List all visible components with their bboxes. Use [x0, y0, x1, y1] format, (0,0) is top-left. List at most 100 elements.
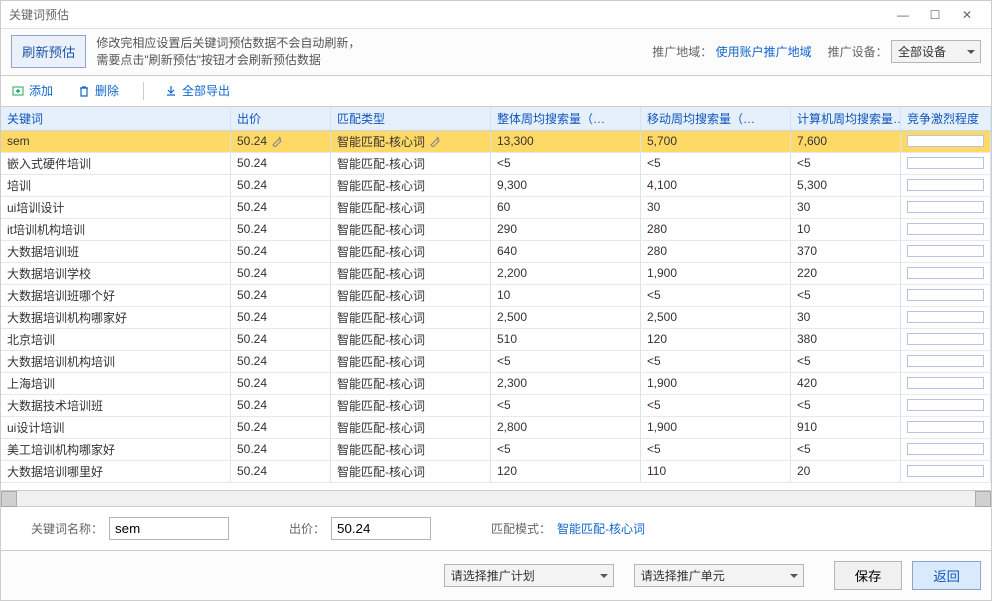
table-row[interactable]: 大数据培训班50.24智能匹配-核心词640280370	[1, 241, 991, 263]
competition-bar	[907, 399, 984, 411]
table-row[interactable]: ui培训设计50.24智能匹配-核心词603030	[1, 197, 991, 219]
cell-competition	[901, 439, 991, 460]
cell-pc: 10	[791, 219, 901, 240]
minimize-icon[interactable]: —	[887, 8, 919, 22]
competition-bar	[907, 311, 984, 323]
col-bid[interactable]: 出价	[231, 107, 331, 130]
back-button[interactable]: 返回	[912, 561, 981, 590]
note-line2: 需要点击"刷新预估"按钮才会刷新预估数据	[96, 52, 652, 69]
cell-keyword: 大数据培训班哪个好	[1, 285, 231, 306]
keyword-input[interactable]	[109, 517, 229, 540]
col-mobile[interactable]: 移动周均搜索量（…	[641, 107, 791, 130]
cell-bid: 50.24	[231, 373, 331, 394]
device-select[interactable]: 全部设备	[891, 40, 981, 63]
col-pc[interactable]: 计算机周均搜索量…	[791, 107, 901, 130]
competition-bar	[907, 135, 984, 147]
cell-bid: 50.24	[231, 241, 331, 262]
cell-total: <5	[491, 439, 641, 460]
table-row[interactable]: 大数据培训机构培训50.24智能匹配-核心词<5<5<5	[1, 351, 991, 373]
toolbar-divider	[143, 82, 144, 100]
delete-button[interactable]: 删除	[77, 82, 119, 99]
cell-competition	[901, 197, 991, 218]
edit-icon[interactable]	[271, 135, 283, 147]
cell-bid: 50.24	[231, 351, 331, 372]
cell-bid: 50.24	[231, 439, 331, 460]
cell-total: 2,800	[491, 417, 641, 438]
cell-pc: 220	[791, 263, 901, 284]
cell-total: <5	[491, 395, 641, 416]
cell-bid: 50.24	[231, 329, 331, 350]
save-button[interactable]: 保存	[834, 561, 903, 590]
cell-mobile: 2,500	[641, 307, 791, 328]
table-row[interactable]: 大数据培训学校50.24智能匹配-核心词2,2001,900220	[1, 263, 991, 285]
table-row[interactable]: 大数据培训班哪个好50.24智能匹配-核心词10<5<5	[1, 285, 991, 307]
cell-mobile: 5,700	[641, 131, 791, 152]
table-row[interactable]: ui设计培训50.24智能匹配-核心词2,8001,900910	[1, 417, 991, 439]
cell-keyword: 大数据培训班	[1, 241, 231, 262]
cell-match: 智能匹配-核心词	[331, 285, 491, 306]
horizontal-scrollbar[interactable]	[1, 491, 991, 507]
cell-pc: 380	[791, 329, 901, 350]
cell-total: <5	[491, 351, 641, 372]
cell-total: 510	[491, 329, 641, 350]
cell-pc: 370	[791, 241, 901, 262]
col-competition[interactable]: 竞争激烈程度	[901, 107, 991, 130]
bid-input[interactable]	[331, 517, 431, 540]
cell-competition	[901, 395, 991, 416]
scroll-right-icon[interactable]	[975, 491, 991, 507]
cell-competition	[901, 417, 991, 438]
cell-total: 13,300	[491, 131, 641, 152]
cell-match: 智能匹配-核心词	[331, 153, 491, 174]
plus-icon	[11, 84, 25, 98]
export-label: 全部导出	[182, 82, 230, 99]
cell-competition	[901, 351, 991, 372]
close-icon[interactable]: ✕	[951, 8, 983, 22]
cell-mobile: <5	[641, 285, 791, 306]
cell-mobile: 110	[641, 461, 791, 482]
table-row[interactable]: 大数据培训机构哪家好50.24智能匹配-核心词2,5002,50030	[1, 307, 991, 329]
cell-mobile: 30	[641, 197, 791, 218]
note-line1: 修改完相应设置后关键词预估数据不会自动刷新，	[96, 35, 652, 52]
col-keyword[interactable]: 关键词	[1, 107, 231, 130]
table-row[interactable]: 嵌入式硬件培训50.24智能匹配-核心词<5<5<5	[1, 153, 991, 175]
cell-competition	[901, 131, 991, 152]
cell-mobile: <5	[641, 351, 791, 372]
table-row[interactable]: 北京培训50.24智能匹配-核心词510120380	[1, 329, 991, 351]
top-bar: 刷新预估 修改完相应设置后关键词预估数据不会自动刷新， 需要点击"刷新预估"按钮…	[1, 29, 991, 76]
refresh-button[interactable]: 刷新预估	[11, 35, 86, 68]
titlebar: 关键词预估 — ☐ ✕	[1, 1, 991, 29]
col-match[interactable]: 匹配类型	[331, 107, 491, 130]
unit-select[interactable]: 请选择推广单元	[634, 564, 804, 587]
footer: 请选择推广计划 请选择推广单元 保存 返回	[1, 550, 991, 600]
table-row[interactable]: 大数据培训哪里好50.24智能匹配-核心词12011020	[1, 461, 991, 483]
cell-mobile: 4,100	[641, 175, 791, 196]
add-button[interactable]: 添加	[11, 82, 53, 99]
cell-bid: 50.24	[231, 461, 331, 482]
col-total[interactable]: 整体周均搜索量（…	[491, 107, 641, 130]
table-row[interactable]: sem50.24智能匹配-核心词13,3005,7007,600	[1, 131, 991, 153]
plan-select[interactable]: 请选择推广计划	[444, 564, 614, 587]
cell-bid: 50.24	[231, 131, 331, 152]
table-row[interactable]: 上海培训50.24智能匹配-核心词2,3001,900420	[1, 373, 991, 395]
table-row[interactable]: 大数据技术培训班50.24智能匹配-核心词<5<5<5	[1, 395, 991, 417]
table-row[interactable]: 培训50.24智能匹配-核心词9,3004,1005,300	[1, 175, 991, 197]
table-row[interactable]: 美工培训机构哪家好50.24智能匹配-核心词<5<5<5	[1, 439, 991, 461]
edit-icon[interactable]	[429, 135, 441, 147]
competition-bar	[907, 201, 984, 213]
cell-competition	[901, 153, 991, 174]
competition-bar	[907, 465, 984, 477]
cell-total: 640	[491, 241, 641, 262]
region-link[interactable]: 使用账户推广地域	[716, 45, 812, 59]
grid[interactable]: 关键词 出价 匹配类型 整体周均搜索量（… 移动周均搜索量（… 计算机周均搜索量…	[1, 107, 991, 490]
device-group: 推广设备： 全部设备	[828, 40, 981, 63]
table-row[interactable]: it培训机构培训50.24智能匹配-核心词29028010	[1, 219, 991, 241]
competition-bar	[907, 421, 984, 433]
maximize-icon[interactable]: ☐	[919, 8, 951, 22]
cell-competition	[901, 241, 991, 262]
match-link[interactable]: 智能匹配-核心词	[557, 520, 645, 537]
cell-pc: <5	[791, 395, 901, 416]
cell-keyword: 培训	[1, 175, 231, 196]
export-button[interactable]: 全部导出	[164, 82, 230, 99]
scroll-left-icon[interactable]	[1, 491, 17, 507]
competition-bar	[907, 355, 984, 367]
